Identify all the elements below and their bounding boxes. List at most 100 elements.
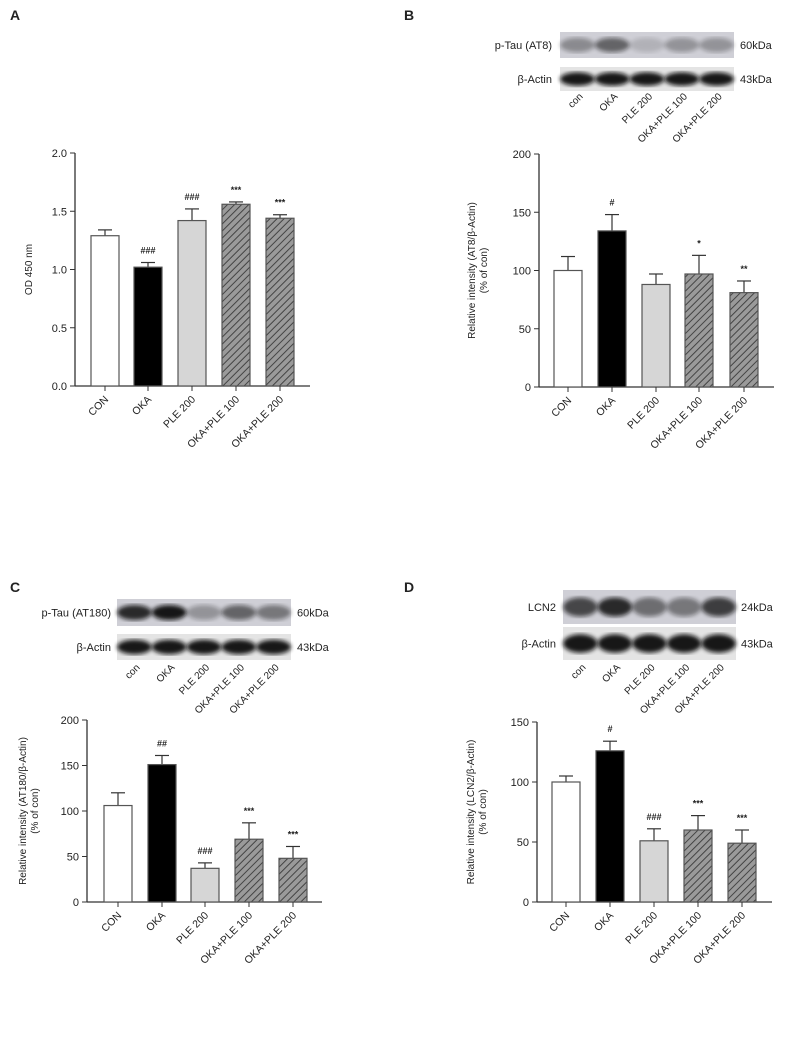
y-axis-label-units: (% of con) xyxy=(30,788,41,834)
x-tick-label: OKA xyxy=(144,910,168,934)
significance-mark: # xyxy=(609,198,614,208)
x-tick-label: CON xyxy=(547,910,572,935)
significance-mark: ### xyxy=(646,812,661,822)
blot-size-label: 43kDa xyxy=(741,639,774,651)
y-tick-label: 1.5 xyxy=(52,206,67,218)
x-tick-label: PLE 200 xyxy=(625,395,662,432)
blot-band xyxy=(699,72,734,86)
blot-lane-label: PLE 200 xyxy=(177,662,212,697)
blot-band xyxy=(560,37,595,53)
panel-a: A 0.0 0.5 1.0 1.5 2.0 OD 450 nm CON ### OKA ### PLE… xyxy=(10,7,310,451)
bar xyxy=(278,857,308,903)
significance-mark: *** xyxy=(693,799,704,809)
blot-band xyxy=(256,639,291,655)
blot-band xyxy=(666,597,702,617)
y-tick-label: 0 xyxy=(525,382,531,394)
x-tick-label: OKA xyxy=(594,395,618,419)
blot-row-label: β-Actin xyxy=(518,74,552,86)
bar xyxy=(147,763,177,903)
blot-band xyxy=(186,604,222,621)
x-tick-label: OKA xyxy=(130,394,154,418)
y-axis-label: Relative intensity (AT8/β-Actin) xyxy=(467,202,478,339)
panel-b: B 0 50 100 150 200 Relative intensity (AT8/β-A… xyxy=(404,7,774,452)
blot-band xyxy=(116,604,152,621)
bar xyxy=(639,840,669,903)
y-tick-label: 150 xyxy=(513,207,531,219)
blot-band xyxy=(221,639,257,655)
significance-mark: # xyxy=(607,724,612,734)
y-tick-label: 100 xyxy=(61,806,79,818)
y-axis-label-units: (% of con) xyxy=(479,248,490,294)
y-tick-label: 150 xyxy=(511,717,529,729)
y-tick-label: 50 xyxy=(519,324,531,336)
blot-band xyxy=(563,597,598,617)
y-tick-label: 0 xyxy=(523,897,529,909)
y-axis-label: OD 450 nm xyxy=(24,244,35,295)
panel-label: A xyxy=(10,7,20,23)
y-tick-label: 0 xyxy=(73,897,79,909)
blot-lane-label: con xyxy=(123,662,142,681)
blot-lane-label: OKA xyxy=(155,662,178,685)
significance-mark: ### xyxy=(140,246,155,256)
blot-band xyxy=(629,72,665,86)
significance-mark: ### xyxy=(184,192,199,202)
significance-mark: * xyxy=(697,238,701,248)
x-tick-label: CON xyxy=(549,395,574,420)
significance-mark: *** xyxy=(244,806,255,816)
bar xyxy=(234,838,264,903)
bar xyxy=(551,781,581,903)
significance-mark: ### xyxy=(197,846,212,856)
blot-band xyxy=(632,597,667,617)
blot-band xyxy=(629,37,665,53)
blot-size-label: 60kDa xyxy=(740,40,773,52)
blot-row-label: p-Tau (AT8) xyxy=(495,40,552,52)
y-tick-label: 200 xyxy=(513,149,531,161)
blot-band xyxy=(186,639,222,655)
panel-label: C xyxy=(10,579,20,595)
blot-lane-label: con xyxy=(569,662,588,681)
blot-band xyxy=(221,604,257,621)
x-tick-label: CON xyxy=(99,910,124,935)
significance-mark: *** xyxy=(288,829,299,839)
significance-mark: ## xyxy=(157,738,167,748)
panel-d: D 0 50 100 150 Relative intensity (LCN2/β-Act… xyxy=(404,579,774,967)
blot-band xyxy=(666,634,702,653)
blot-band xyxy=(116,639,152,655)
blot-row-label: p-Tau (AT180) xyxy=(42,608,112,620)
blot-band xyxy=(151,604,187,621)
blot-band xyxy=(560,72,595,86)
blot-lane-label: PLE 200 xyxy=(623,662,658,697)
x-tick-label: CON xyxy=(86,394,111,419)
bar xyxy=(727,842,757,903)
significance-mark: *** xyxy=(275,198,286,208)
x-tick-label: OKA xyxy=(592,910,616,934)
bar xyxy=(684,273,714,388)
bar xyxy=(221,203,251,387)
x-tick-label: PLE 200 xyxy=(161,394,198,431)
y-tick-label: 150 xyxy=(61,761,79,773)
y-tick-label: 1.0 xyxy=(52,265,67,277)
y-tick-label: 0.5 xyxy=(52,323,67,335)
significance-mark: ** xyxy=(740,264,748,274)
x-tick-label: PLE 200 xyxy=(623,910,660,947)
bar xyxy=(641,283,671,388)
bar xyxy=(553,269,583,388)
panel-c: C 0 50 100 150 200 Relative intensity (AT180/β… xyxy=(10,579,330,967)
blot-row-label: β-Actin xyxy=(77,642,111,654)
panel-label: D xyxy=(404,579,414,595)
blot-band xyxy=(563,634,598,653)
significance-mark: *** xyxy=(737,813,748,823)
y-axis-label-units: (% of con) xyxy=(478,789,489,835)
x-tick-label: PLE 200 xyxy=(174,910,211,947)
bar xyxy=(190,867,220,903)
blot-band xyxy=(699,37,734,53)
blot-band xyxy=(256,604,291,621)
y-tick-label: 50 xyxy=(67,852,79,864)
blot-band xyxy=(701,597,736,617)
blot-band xyxy=(151,639,187,655)
blot-band xyxy=(664,37,700,53)
bar xyxy=(133,266,163,387)
blot-lane-label: PLE 200 xyxy=(620,91,655,126)
bar xyxy=(103,804,133,903)
